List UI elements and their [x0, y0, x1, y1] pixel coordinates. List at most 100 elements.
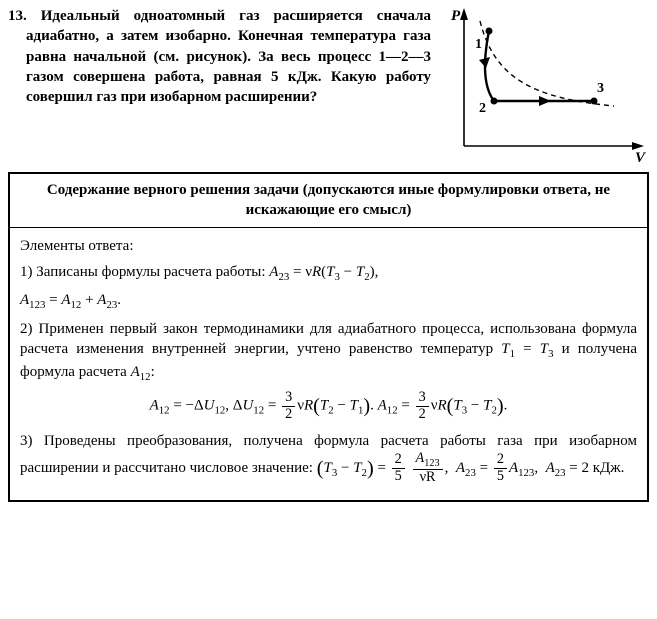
sym-T3: T [326, 264, 334, 280]
f2-T1: T [350, 398, 358, 414]
bp-o: ( [313, 395, 320, 417]
f3-eq2: = [476, 460, 492, 476]
f2b-eq: = [398, 398, 414, 414]
f25n: 2 [392, 452, 405, 469]
sym-T2: T [356, 264, 364, 280]
solution-body: Элементы ответа: 1) Записаны формулы рас… [10, 228, 647, 500]
fA-s: 123 [424, 458, 439, 469]
frac-2-5b: 25 [494, 452, 507, 484]
sub-12b: 12 [140, 371, 151, 383]
sym-A12: A [61, 292, 70, 308]
f2-neg: = −Δ [170, 398, 204, 414]
paren-c: ), [370, 264, 379, 280]
frac-3-2: 32 [282, 390, 295, 422]
item-1b: A123 = A12 + A23. [20, 290, 637, 313]
sym-T1: T [501, 341, 509, 357]
f2-U: U [204, 398, 215, 414]
f2-comma: , Δ [225, 398, 242, 414]
frac-nb: 3 [416, 390, 429, 407]
f2-dot: . [370, 398, 378, 414]
elements-label: Элементы ответа: [20, 236, 637, 256]
f3-s123: 123 [518, 467, 534, 479]
sym-A12b: A [131, 364, 140, 380]
sym-T3b: T [540, 341, 548, 357]
item-1: 1) Записаны формулы расчета работы: A23 … [20, 262, 637, 285]
sym-A123: A [20, 292, 29, 308]
fA-A: A [416, 450, 425, 466]
problem-text: 13. Идеальный одноатомный газ расширяетс… [8, 6, 431, 166]
problem-number: 13. [8, 8, 27, 24]
point-1 [486, 28, 493, 35]
arrow-2-3 [539, 96, 551, 106]
label-1: 1 [475, 37, 482, 52]
f2-T2: T [320, 398, 328, 414]
eq2: = [45, 292, 61, 308]
dot: . [117, 292, 121, 308]
point-3 [591, 98, 598, 105]
item-3: 3) Проведены преобразования, получена фо… [20, 431, 637, 486]
frac-n: 3 [282, 390, 295, 407]
f2b-dot: . [504, 398, 508, 414]
f2-s12: 12 [159, 405, 170, 417]
f3-A123: A [509, 460, 518, 476]
item-2: 2) Применен первый закон термодинамики д… [20, 319, 637, 384]
label-2: 2 [479, 101, 486, 116]
f3-s23b: 23 [555, 467, 566, 479]
sub-12: 12 [71, 299, 82, 311]
problem-row: 13. Идеальный одноатомный газ расширяетс… [8, 6, 649, 166]
f2-min: − [334, 398, 350, 414]
item1-text: 1) Записаны формулы расчета работы: [20, 264, 269, 280]
f2b-min: − [467, 398, 483, 414]
colon: : [151, 364, 155, 380]
f2-U2: U [242, 398, 253, 414]
f2b-R: R [437, 398, 446, 414]
f25d: 5 [392, 469, 405, 485]
sub-123: 123 [29, 299, 45, 311]
sub-23: 23 [278, 271, 289, 283]
f2-s12b: 12 [215, 405, 226, 417]
f3-A23: A [456, 460, 465, 476]
eq-t: = [515, 341, 540, 357]
f2b-A: A [378, 398, 387, 414]
sym-eq-nu: = ν [289, 264, 312, 280]
f2b-s12: 12 [387, 405, 398, 417]
minus: − [340, 264, 356, 280]
f3-A23b: A [546, 460, 555, 476]
pv-graph-svg: 1 2 3 P V [439, 6, 649, 166]
f3-eq: = [374, 460, 390, 476]
f3-s23: 23 [465, 467, 476, 479]
f2-s12c: 12 [253, 405, 264, 417]
problem-body: Идеальный одноатомный газ расширяется сн… [26, 8, 431, 105]
plus: + [81, 292, 97, 308]
nu: ν [297, 398, 304, 414]
f2-eq: = [264, 398, 280, 414]
f3-T2: T [353, 460, 361, 476]
axis-label-p: P [451, 8, 461, 24]
fA-den: νR [413, 470, 443, 486]
pv-graph: 1 2 3 P V [439, 6, 649, 166]
f2-R: R [304, 398, 313, 414]
frac-3-2b: 32 [416, 390, 429, 422]
fA-num: A123 [413, 451, 443, 470]
frac-d: 2 [282, 407, 295, 423]
f25db: 5 [494, 469, 507, 485]
y-axis-arrow [460, 8, 468, 20]
frac-db: 2 [416, 407, 429, 423]
sub-23b: 23 [106, 299, 117, 311]
point-2 [491, 98, 498, 105]
label-3: 3 [597, 81, 604, 96]
f25nb: 2 [494, 452, 507, 469]
solution-box: Содержание верного решения задачи (допус… [8, 172, 649, 502]
x-axis-arrow [632, 142, 644, 150]
item-2-formula: A12 = −ΔU12, ΔU12 = 32νR(T2 − T1). A12 =… [20, 390, 637, 422]
isotherm-dashed [480, 21, 614, 106]
sym-R: R [312, 264, 321, 280]
axis-label-v: V [635, 150, 647, 166]
frac-2-5: 25 [392, 452, 405, 484]
frac-A-nuR: A123νR [413, 451, 443, 486]
solution-header: Содержание верного решения задачи (допус… [10, 174, 647, 228]
answer: = 2 кДж. [566, 460, 625, 476]
f3-min: − [337, 460, 353, 476]
f2b-T3: T [453, 398, 461, 414]
f3-T3: T [323, 460, 331, 476]
